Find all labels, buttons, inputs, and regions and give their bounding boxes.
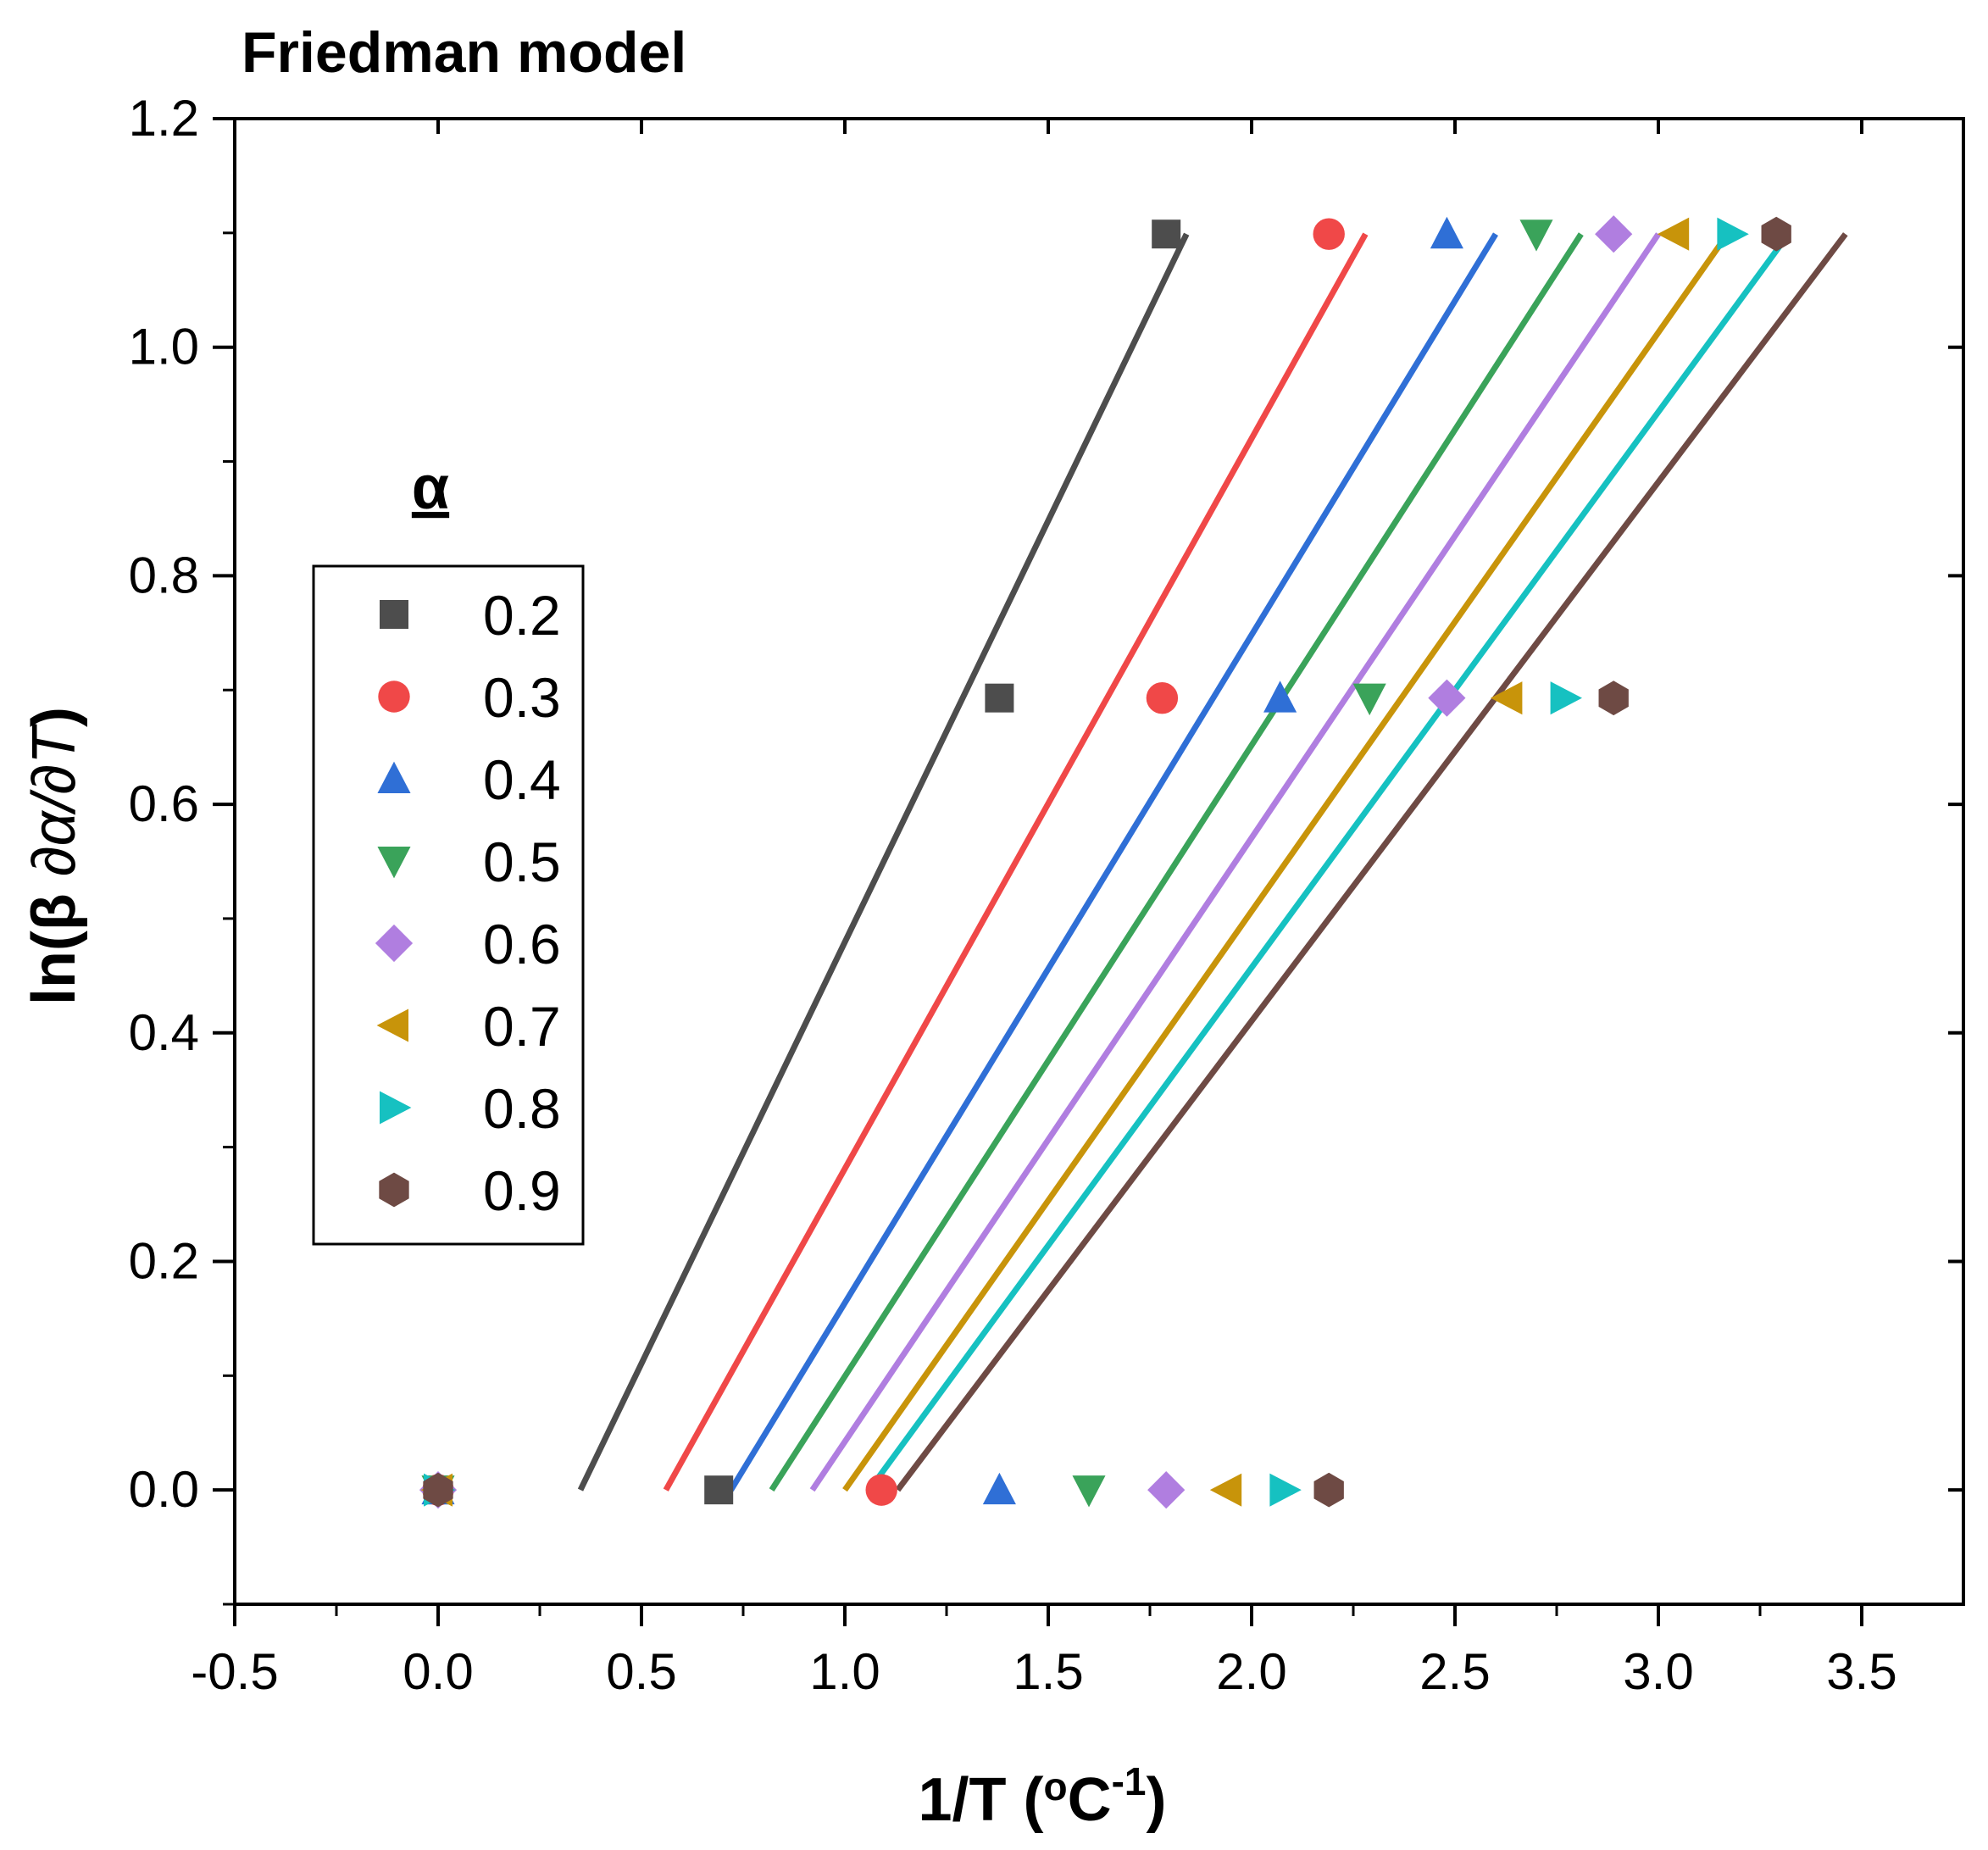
axis-ticks: -0.5 0.0 0.5 1.0 1.5 2.0 2.5 3.0 3.5 0.0 0.2 0.4 0.6… [129, 90, 1963, 1700]
legend-marker-0-7 [376, 1008, 408, 1042]
data-point-0-3 [865, 1474, 897, 1506]
data-point-0-6 [1428, 679, 1466, 717]
legend-marker-0-9 [379, 1172, 409, 1208]
data-point-0-9 [1313, 1472, 1344, 1508]
data-point-0-7 [1657, 217, 1690, 251]
fit-line-0-6 [809, 232, 1661, 1492]
data-point-0-4 [1263, 681, 1297, 713]
fit-line-0-9 [895, 232, 1848, 1492]
legend-title: α [412, 454, 449, 522]
data-point-0-5 [1072, 1475, 1106, 1508]
plot-frame [233, 117, 1965, 1606]
data-point-0-7 [1209, 1473, 1242, 1507]
data-point-0-5 [1519, 219, 1553, 252]
legend: α 0.2 0.3 0.4 0.5 0.6 0.7 0.8 0.9 [312, 454, 585, 1246]
x-tick-label: 0.5 [606, 1643, 676, 1700]
data-point-0-4 [982, 1472, 1016, 1505]
legend-marker-0-8 [380, 1091, 412, 1125]
legend-marker-0-6 [375, 924, 414, 963]
data-point-0-3 [1146, 681, 1179, 714]
legend-marker-0-3 [378, 681, 410, 713]
data-point-0-6 [1147, 1471, 1186, 1509]
x-tick-label: 2.5 [1419, 1643, 1490, 1700]
data-points [419, 215, 1791, 1509]
data-point-0-7 [1491, 681, 1523, 715]
data-point-0-5 [1352, 683, 1386, 716]
data-point-0-9 [1761, 216, 1791, 252]
fit-line-0-5 [769, 232, 1584, 1492]
legend-label-0-4: 0.4 [483, 748, 561, 811]
legend-label-0-6: 0.6 [483, 913, 561, 975]
x-tick-label: 1.0 [809, 1643, 880, 1700]
legend-label-0-3: 0.3 [483, 666, 561, 729]
legend-label-0-7: 0.7 [483, 995, 561, 1058]
data-point-0-3 [1313, 218, 1345, 250]
data-point-0-2 [985, 683, 1014, 713]
legend-label-0-9: 0.9 [483, 1159, 561, 1222]
data-point-0-9 [423, 1472, 453, 1508]
x-tick-label: 3.0 [1623, 1643, 1693, 1700]
data-point-0-8 [1269, 1473, 1302, 1507]
chart-title: Friedman model [242, 20, 686, 85]
fit-line-0-2 [577, 232, 1190, 1492]
legend-box [312, 564, 585, 1246]
legend-label-0-8: 0.8 [483, 1077, 561, 1140]
plot-border [233, 117, 1965, 1606]
y-tick-label: 0.2 [129, 1232, 199, 1289]
data-point-0-4 [1430, 216, 1463, 249]
fit-lines [577, 232, 1848, 1492]
x-tick-label: 3.5 [1826, 1643, 1896, 1700]
fit-line-0-8 [866, 232, 1791, 1492]
x-tick-label: 0.0 [403, 1643, 473, 1700]
y-tick-label: 1.2 [129, 90, 199, 147]
data-point-0-9 [1598, 681, 1629, 716]
y-tick-label: 0.0 [129, 1461, 199, 1518]
y-tick-label: 0.4 [129, 1004, 199, 1061]
data-point-0-2 [704, 1475, 734, 1505]
fit-line-0-7 [842, 232, 1730, 1492]
x-tick-label: 2.0 [1216, 1643, 1286, 1700]
y-tick-label: 1.0 [129, 319, 199, 375]
data-point-0-2 [1152, 219, 1181, 249]
legend-items: 0.2 0.3 0.4 0.5 0.6 0.7 0.8 0.9 [375, 584, 561, 1222]
data-point-0-8 [1717, 217, 1749, 251]
y-tick-label: 0.8 [129, 547, 199, 603]
data-point-0-8 [1550, 681, 1582, 715]
legend-marker-0-4 [377, 761, 411, 793]
data-point-0-6 [1595, 215, 1633, 253]
y-axis-title: ln(β ∂α/∂T) [20, 707, 88, 1005]
legend-marker-0-2 [380, 600, 408, 629]
x-tick-label: 1.5 [1013, 1643, 1083, 1700]
x-tick-label: -0.5 [191, 1643, 278, 1700]
y-tick-label: 0.6 [129, 775, 199, 832]
legend-marker-0-5 [377, 847, 411, 879]
x-axis-title: 1/T (oC-1) [918, 1759, 1166, 1834]
fit-line-0-4 [728, 232, 1498, 1492]
fit-line-0-3 [663, 232, 1369, 1492]
legend-label-0-5: 0.5 [483, 831, 561, 893]
legend-label-0-2: 0.2 [483, 584, 561, 647]
